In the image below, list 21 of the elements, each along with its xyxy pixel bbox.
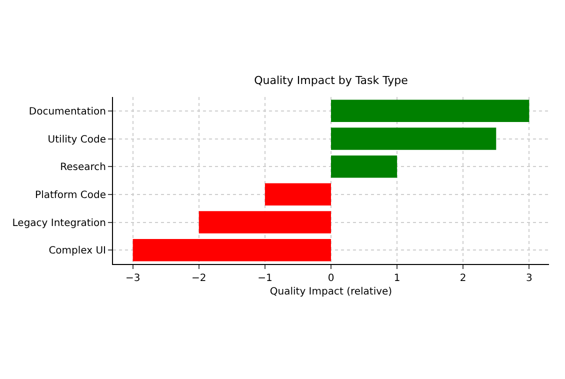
y-tick-label: Research — [60, 162, 106, 174]
y-tick-label: Documentation — [28, 106, 106, 118]
y-tick-label: Legacy Integration — [12, 218, 106, 229]
x-tick-label: −2 — [192, 273, 206, 284]
x-tick-label: −1 — [258, 273, 272, 284]
x-tick-label: 0 — [328, 273, 334, 284]
y-tick-label: Utility Code — [48, 134, 106, 146]
bar — [132, 238, 331, 262]
y-tick-label: Complex UI — [48, 246, 106, 257]
bar — [331, 128, 496, 150]
x-tick-label: 1 — [394, 273, 400, 284]
x-tick-label: −3 — [125, 273, 140, 284]
x-axis-title: Quality Impact (relative) — [270, 286, 392, 298]
x-tick-label: 3 — [526, 273, 532, 284]
chart-title: Quality Impact by Task Type — [254, 74, 408, 87]
y-tick-label: Platform Code — [35, 190, 106, 201]
bar — [331, 100, 530, 122]
bar — [198, 211, 331, 234]
bar — [331, 155, 398, 178]
x-tick-label: 2 — [460, 273, 466, 284]
bar — [264, 183, 331, 206]
